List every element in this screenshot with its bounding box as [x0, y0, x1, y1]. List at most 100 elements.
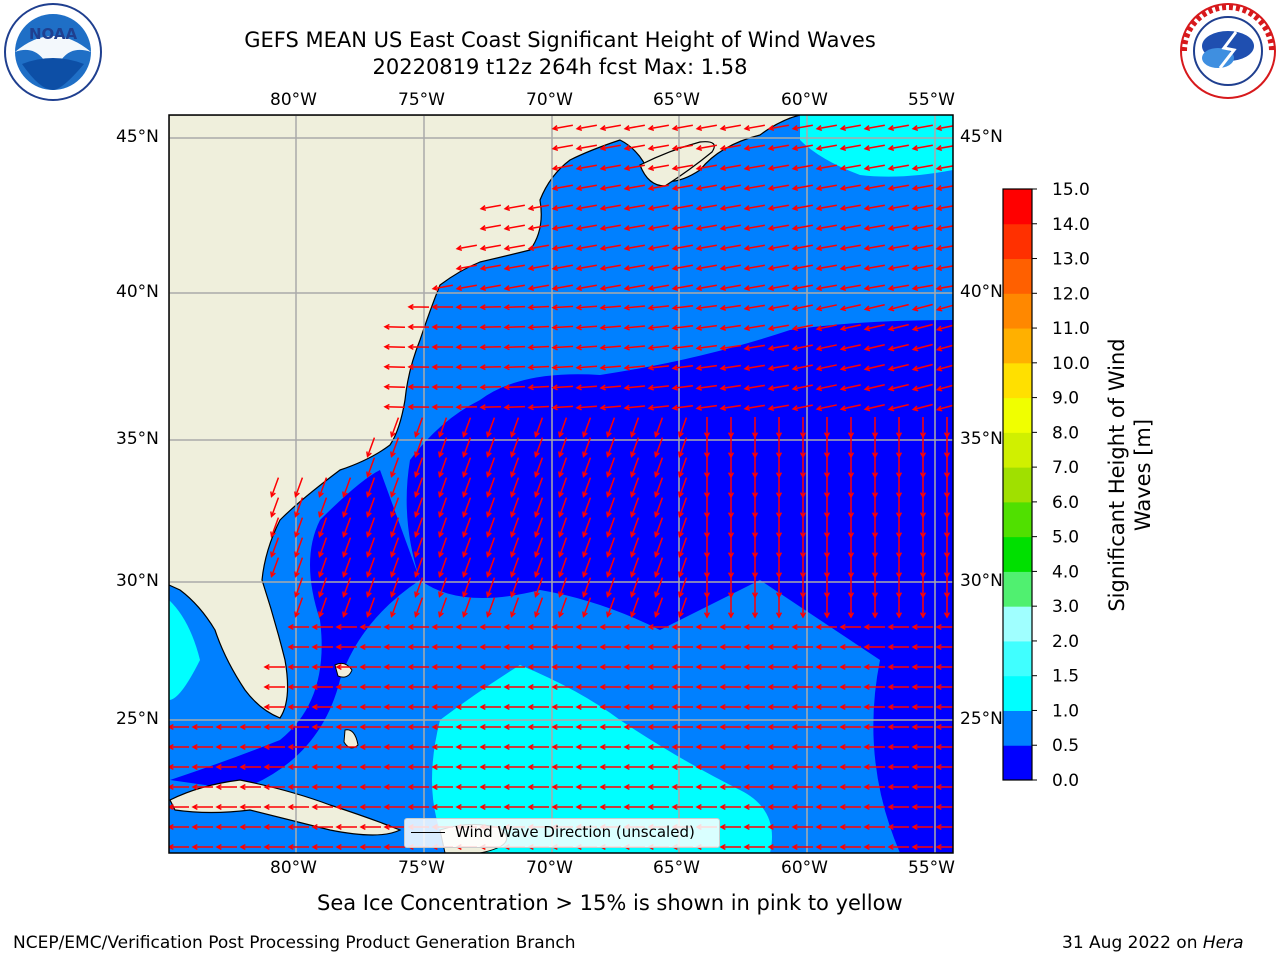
wind-wave-arrow — [318, 557, 328, 578]
wind-wave-arrow — [791, 204, 813, 212]
wind-wave-arrow — [695, 783, 717, 791]
wind-wave-arrow — [582, 537, 592, 558]
wind-wave-arrow — [527, 683, 549, 691]
wind-wave-arrow — [654, 417, 664, 438]
wind-wave-arrow — [455, 803, 477, 811]
wind-wave-arrow — [647, 124, 669, 132]
colorbar-tick-label: 9.0 — [1052, 389, 1079, 409]
wind-wave-arrow — [911, 743, 933, 751]
chart-title: GEFS MEAN US East Coast Significant Heig… — [244, 28, 876, 52]
wind-wave-arrow — [582, 517, 592, 538]
wind-wave-arrow — [623, 663, 645, 671]
wind-wave-arrow — [695, 324, 718, 331]
wind-wave-arrow — [839, 683, 861, 691]
wind-wave-arrow — [647, 304, 670, 311]
wind-wave-arrow — [551, 224, 573, 232]
wind-wave-arrow — [695, 643, 717, 651]
wind-wave-arrow — [510, 557, 520, 578]
wind-wave-arrow — [287, 783, 309, 791]
wind-wave-arrow — [599, 683, 621, 691]
wind-wave-arrow — [695, 404, 718, 411]
wind-wave-arrow — [510, 457, 520, 478]
wind-wave-arrow — [263, 823, 285, 831]
wind-wave-arrow — [887, 763, 909, 771]
wind-wave-arrow — [815, 623, 837, 631]
wind-wave-arrow — [599, 244, 621, 252]
wind-wave-arrow — [695, 743, 717, 751]
wind-wave-arrow — [863, 224, 885, 232]
footer-left: NCEP/EMC/Verification Post Processing Pr… — [13, 933, 576, 953]
wind-wave-arrow — [671, 144, 693, 152]
lat-tick-left: 25°N — [116, 709, 159, 729]
wind-wave-arrow — [270, 557, 280, 578]
wind-wave-arrow — [287, 803, 309, 811]
wind-wave-arrow — [630, 457, 640, 478]
wind-wave-arrow — [558, 577, 568, 598]
wind-wave-arrow — [287, 703, 309, 711]
wind-wave-arrow — [294, 557, 304, 578]
wind-wave-arrow — [239, 803, 261, 811]
wind-wave-arrow — [791, 184, 813, 192]
wind-wave-arrow — [935, 723, 953, 731]
wind-wave-arrow — [239, 843, 261, 851]
wind-wave-arrow — [719, 663, 741, 671]
wind-wave-arrow — [510, 577, 520, 598]
wind-wave-arrow — [863, 663, 885, 671]
wind-wave-arrow — [678, 437, 688, 458]
wind-wave-arrow — [270, 477, 280, 498]
wind-wave-arrow — [558, 437, 568, 458]
wind-wave-arrow — [623, 743, 645, 751]
colorbar-segment — [1003, 362, 1032, 399]
wind-wave-arrow — [791, 404, 813, 412]
colorbar-frame — [1002, 188, 1033, 781]
wind-wave-arrow — [623, 264, 645, 272]
wind-wave-arrow — [647, 164, 669, 172]
wind-wave-arrow — [839, 763, 861, 771]
wind-wave-arrow — [575, 184, 597, 192]
wind-wave-arrow — [414, 517, 424, 538]
wind-wave-arrow — [462, 437, 472, 458]
wind-wave-arrow — [887, 683, 909, 691]
wind-wave-arrow — [791, 364, 813, 372]
wind-wave-arrow — [191, 763, 213, 771]
wind-wave-arrow — [479, 364, 502, 371]
wind-wave-arrow — [534, 557, 544, 578]
wind-wave-arrow — [527, 404, 550, 411]
wind-wave-arrow — [551, 144, 573, 152]
wind-wave-arrow — [366, 497, 376, 518]
wind-wave-arrow — [671, 663, 693, 671]
wind-wave-arrow — [263, 743, 285, 751]
wind-wave-arrow — [455, 703, 477, 711]
wind-wave-arrow — [695, 144, 717, 152]
wind-wave-arrow — [318, 537, 328, 558]
wind-wave-arrow — [815, 743, 837, 751]
wind-wave-arrow — [911, 723, 933, 731]
wind-wave-arrow — [383, 703, 405, 711]
wind-wave-arrow — [383, 363, 406, 370]
wind-wave-arrow — [839, 643, 861, 651]
wind-wave-arrow — [263, 683, 285, 691]
wind-wave-arrow — [863, 284, 885, 292]
wind-wave-arrow — [431, 383, 454, 391]
wind-wave-arrow — [647, 663, 669, 671]
wind-wave-arrow — [719, 763, 741, 771]
colorbar-label-line1: Significant Height of Wind — [1105, 338, 1129, 612]
wind-wave-arrow — [630, 437, 640, 458]
wind-wave-arrow — [407, 683, 429, 691]
wind-wave-arrow — [294, 537, 304, 558]
lon-tick-bottom: 60°W — [781, 858, 828, 878]
wind-wave-arrow — [215, 843, 237, 851]
wind-wave-arrow — [647, 384, 670, 391]
wind-wave-arrow — [551, 244, 573, 252]
wind-wave-arrow — [623, 304, 646, 311]
wind-wave-arrow — [527, 743, 549, 751]
wind-wave-arrow — [630, 597, 640, 618]
wind-wave-arrow — [863, 763, 885, 771]
colorbar-tick-label: 14.0 — [1052, 215, 1090, 235]
wind-wave-arrow — [935, 623, 953, 631]
wind-wave-arrow — [575, 224, 597, 232]
wind-wave-arrow — [407, 723, 429, 731]
wind-wave-arrow — [270, 517, 280, 538]
wind-wave-arrow — [431, 703, 453, 711]
wind-wave-arrow — [599, 224, 621, 232]
